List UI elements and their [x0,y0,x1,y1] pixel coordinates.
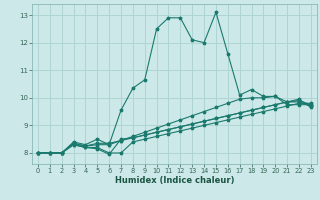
X-axis label: Humidex (Indice chaleur): Humidex (Indice chaleur) [115,176,234,185]
